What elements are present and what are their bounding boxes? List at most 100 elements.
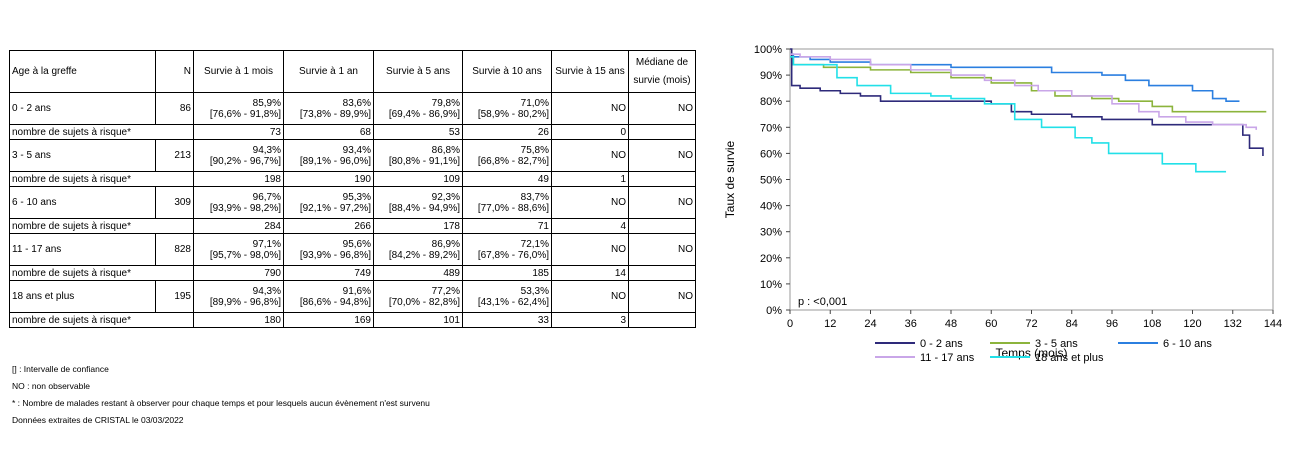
survival-15y-cell: NO — [551, 186, 629, 219]
header-cell: N — [155, 50, 194, 93]
confidence-interval: [89,9% - 96,8%] — [209, 296, 281, 308]
risk-count-cell: 14 — [551, 265, 629, 281]
note-line: NO : non observable — [12, 381, 90, 391]
risk-count-cell: 68 — [283, 124, 374, 140]
risk-row: nombre de sujets à risque* 198 190 109 49 1 — [9, 171, 696, 187]
table-notes: [] : Intervalle de confiance NO : non ob… — [12, 361, 430, 429]
survival-value: 86,9% — [431, 238, 460, 250]
legend-label: 6 - 10 ans — [1163, 338, 1212, 350]
series-line-3-5ans — [790, 56, 1267, 113]
risk-count-cell: 101 — [373, 312, 463, 328]
risk-label-cell: nombre de sujets à risque* — [9, 171, 194, 187]
survival-value: 95,6% — [342, 238, 371, 250]
risk-count-cell: 4 — [551, 218, 629, 234]
survival-cell: 86,9% [84,2% - 89,2%] — [373, 233, 463, 266]
age-group-cell: 6 - 10 ans — [9, 186, 156, 219]
risk-empty-cell — [628, 171, 696, 187]
risk-count-cell: 169 — [283, 312, 374, 328]
legend-label: 11 - 17 ans — [920, 352, 975, 364]
survival-value: 93,4% — [342, 144, 371, 156]
survival-cell: 85,9% [76,6% - 91,8%] — [193, 92, 284, 125]
risk-count-cell: 3 — [551, 312, 629, 328]
survival-cell: 97,1% [95,7% - 98,0%] — [193, 233, 284, 266]
n-cell: 195 — [155, 280, 194, 313]
survival-value: 91,6% — [342, 285, 371, 297]
survival-cell: 94,3% [89,9% - 96,8%] — [193, 280, 284, 313]
confidence-interval: [93,9% - 96,8%] — [299, 249, 371, 261]
confidence-interval: [43,1% - 62,4%] — [477, 296, 549, 308]
risk-empty-cell — [628, 312, 696, 328]
x-tick-label: 72 — [1025, 318, 1037, 330]
survival-value: 79,8% — [431, 97, 460, 109]
x-tick-label: 132 — [1224, 318, 1242, 330]
survival-value: 92,3% — [431, 191, 460, 203]
note-line: * : Nombre de malades restant à observer… — [12, 398, 430, 408]
note-line: [] : Intervalle de confiance — [12, 364, 109, 374]
note-line: Données extraites de CRISTAL le 03/03/20… — [12, 415, 184, 425]
risk-label-cell: nombre de sujets à risque* — [9, 265, 194, 281]
risk-count-cell: 53 — [373, 124, 463, 140]
legend-label: 18 ans et plus — [1035, 352, 1104, 364]
survival-value: 72,1% — [520, 238, 549, 250]
survival-value: 53,3% — [520, 285, 549, 297]
survival-value: 77,2% — [431, 285, 460, 297]
survival-cell: 94,3% [90,2% - 96,7%] — [193, 139, 284, 172]
table-row: 0 - 2 ans 86 85,9% [76,6% - 91,8%] 83,6% [73,… — [9, 92, 696, 125]
n-cell: 213 — [155, 139, 194, 172]
x-tick-label: 0 — [787, 318, 793, 330]
series-line-6-10ans — [790, 53, 1240, 102]
survival-15y-cell: NO — [551, 233, 629, 266]
x-tick-label: 144 — [1264, 318, 1282, 330]
survival-15y-cell: NO — [551, 139, 629, 172]
age-group-cell: 0 - 2 ans — [9, 92, 156, 125]
risk-row: nombre de sujets à risque* 180 169 101 33 3 — [9, 312, 696, 328]
risk-count-cell: 190 — [283, 171, 374, 187]
confidence-interval: [66,8% - 82,7%] — [477, 155, 549, 167]
survival-cell: 91,6% [86,6% - 94,8%] — [283, 280, 374, 313]
header-cell: Survie à 5 ans — [373, 50, 463, 93]
confidence-interval: [76,6% - 91,8%] — [209, 108, 281, 120]
confidence-interval: [70,0% - 82,8%] — [388, 296, 460, 308]
header-cell: Survie à 1 mois — [193, 50, 284, 93]
confidence-interval: [80,8% - 91,1%] — [388, 155, 460, 167]
survival-value: 85,9% — [252, 97, 281, 109]
age-group-cell: 11 - 17 ans — [9, 233, 156, 266]
survival-cell: 92,3% [88,4% - 94,9%] — [373, 186, 463, 219]
survival-cell: 79,8% [69,4% - 86,9%] — [373, 92, 463, 125]
y-tick-label: 30% — [760, 227, 782, 239]
x-tick-label: 108 — [1143, 318, 1161, 330]
y-tick-label: 70% — [760, 122, 782, 134]
risk-count-cell: 109 — [373, 171, 463, 187]
risk-label-cell: nombre de sujets à risque* — [9, 312, 194, 328]
confidence-interval: [67,8% - 76,0%] — [477, 249, 549, 261]
risk-count-cell: 198 — [193, 171, 284, 187]
median-cell: NO — [628, 92, 696, 125]
y-tick-label: 60% — [760, 148, 782, 160]
series-line-11-17ans — [790, 53, 1258, 130]
risk-count-cell: 749 — [283, 265, 374, 281]
risk-empty-cell — [628, 124, 696, 140]
survival-cell: 83,7% [77,0% - 88,6%] — [462, 186, 552, 219]
risk-count-cell: 71 — [462, 218, 552, 234]
survival-chart: 0% 10% 20% 30% 40% 50% 60% 70% 80% 90% 100% 0 12 24 36… — [723, 44, 1282, 364]
y-tick-label: 10% — [760, 279, 782, 291]
survival-value: 83,6% — [342, 97, 371, 109]
risk-count-cell: 266 — [283, 218, 374, 234]
p-value-annotation: p : <0,001 — [798, 296, 847, 308]
survival-cell: 53,3% [43,1% - 62,4%] — [462, 280, 552, 313]
survival-15y-cell: NO — [551, 280, 629, 313]
x-tick-label: 96 — [1106, 318, 1118, 330]
survival-cell: 93,4% [89,1% - 96,0%] — [283, 139, 374, 172]
risk-empty-cell — [628, 265, 696, 281]
survival-cell: 95,3% [92,1% - 97,2%] — [283, 186, 374, 219]
risk-count-cell: 178 — [373, 218, 463, 234]
confidence-interval: [88,4% - 94,9%] — [388, 202, 460, 214]
x-tick-label: 24 — [864, 318, 876, 330]
confidence-interval: [86,6% - 94,8%] — [299, 296, 371, 308]
risk-row: nombre de sujets à risque* 284 266 178 71 4 — [9, 218, 696, 234]
survival-table: Age à la greffe N Survie à 1 mois Survie… — [9, 50, 696, 328]
confidence-interval: [84,2% - 89,2%] — [388, 249, 460, 261]
confidence-interval: [90,2% - 96,7%] — [209, 155, 281, 167]
risk-count-cell: 73 — [193, 124, 284, 140]
survival-value: 94,3% — [252, 285, 281, 297]
